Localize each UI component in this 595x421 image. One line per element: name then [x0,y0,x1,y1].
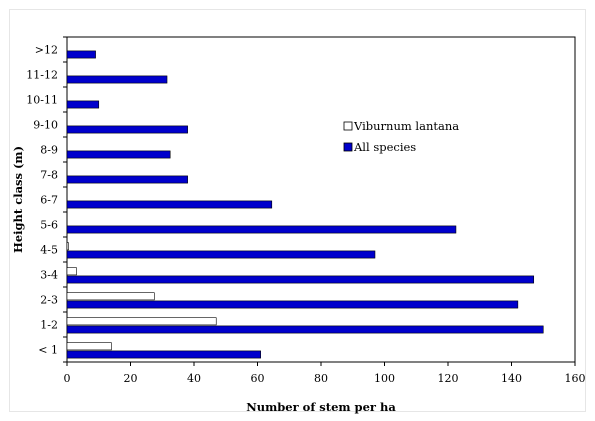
y-axis-title: Height class (m) [11,146,25,253]
x-tick-label: 0 [64,372,71,385]
bar-viburnum-lantana-2-3 [66,292,155,301]
bar-viburnum-lantana-3-4 [66,267,77,276]
legend-label-all-species: All species [353,140,416,154]
y-axis: < 1 1-2 2-3 3-4 4-5 5-6 6-7 7-8 8-9 9-10 10-11 11-1… [26,36,67,363]
legend-swatch-all-species [343,142,353,152]
x-tick-label: 120 [438,372,459,385]
bar-all-species-6-7 [66,200,273,209]
bar-all-species-9-10 [66,125,188,134]
x-axis-title: Number of stem per ha [246,400,396,414]
x-tick-label: 140 [501,372,522,385]
y-tick-label-10-11: 10-11 [26,94,58,107]
legend: Viburnum lantana All species [343,119,459,154]
legend-swatch-viburnum-lantana [343,121,353,131]
y-tick-label-5-6: 5-6 [40,219,58,232]
x-tick-label: 80 [314,372,328,385]
bar-viburnum-lantana-4-5 [66,242,69,251]
x-axis: 0 20 40 60 80 100 120 140 160 [64,362,586,385]
y-tick-label-3-4: 3-4 [40,269,58,282]
y-tick-label-2-3: 2-3 [40,294,58,307]
bar-all-species-7-8 [66,175,188,184]
x-tick-label: 60 [251,372,265,385]
bar-viburnum-lantana-1 [66,342,112,351]
y-tick-label-8-9: 8-9 [40,144,58,157]
x-tick-label: 160 [565,372,586,385]
y-tick-label-7-8: 7-8 [40,169,58,182]
bars-group [66,50,544,359]
bar-all-species-11-12 [66,75,168,84]
y-tick-label-11-12: 11-12 [26,69,58,82]
y-tick-label-4-5: 4-5 [40,244,58,257]
legend-label-viburnum-lantana: Viburnum lantana [353,119,459,133]
y-tick-label-12: >12 [35,44,58,57]
bar-all-species-4-5 [66,250,376,259]
y-tick-label-1-2: 1-2 [40,319,58,332]
bar-all-species-2-3 [66,300,519,309]
bar-all-species-8-9 [66,150,171,159]
bar-all-species-1-2 [66,325,544,334]
bar-all-species-1 [66,350,261,359]
bar-all-species-3-4 [66,275,535,284]
y-tick-label-1: < 1 [38,344,58,357]
x-tick-label: 40 [187,372,201,385]
bar-viburnum-lantana-1-2 [66,317,217,326]
bar-all-species-10-11 [66,100,100,109]
bar-all-species-5-6 [66,225,457,234]
y-tick-label-6-7: 6-7 [40,194,58,207]
x-tick-label: 100 [374,372,395,385]
x-tick-label: 20 [124,372,138,385]
y-tick-label-9-10: 9-10 [33,119,58,132]
bar-all-species-12 [66,50,96,59]
